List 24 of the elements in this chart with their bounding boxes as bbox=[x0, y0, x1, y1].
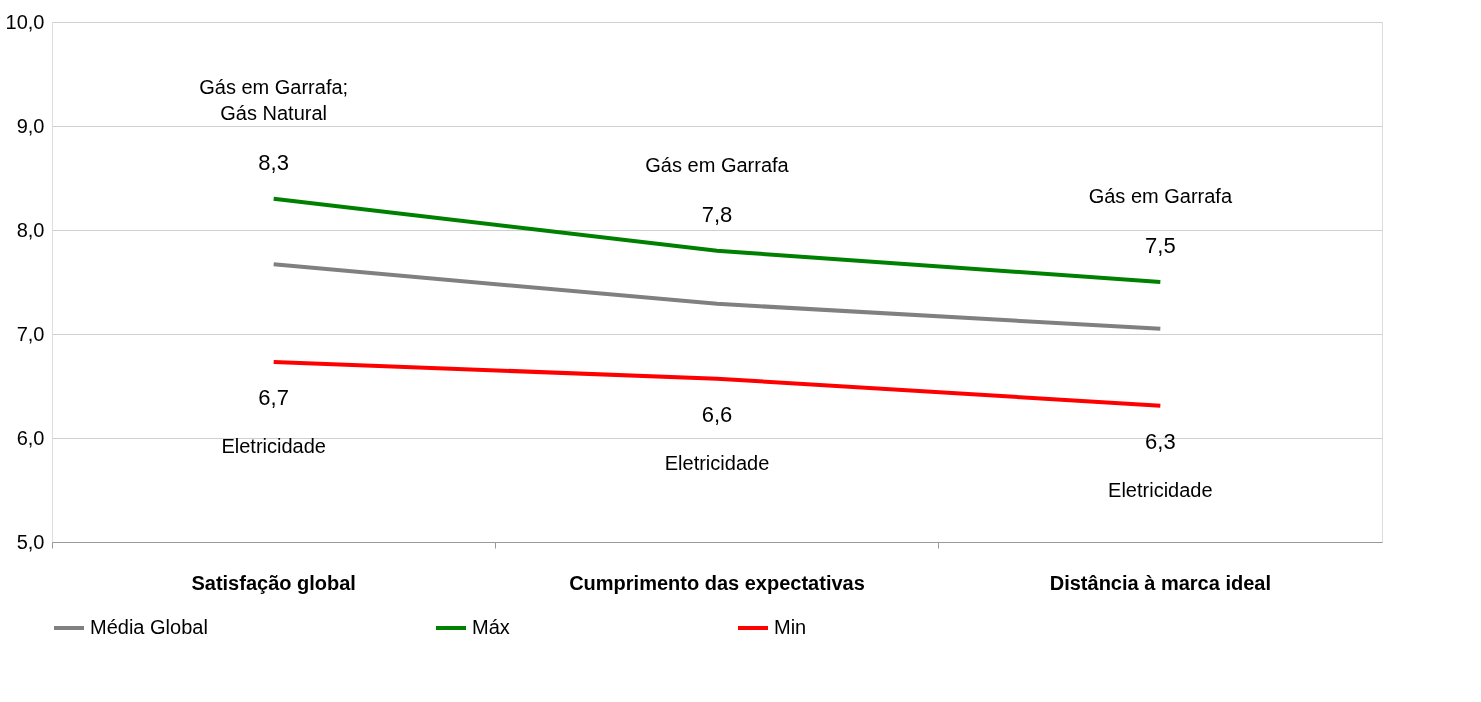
x-tick-label: Cumprimento das expectativas bbox=[569, 571, 865, 594]
data-label: 6,3 bbox=[1145, 428, 1176, 454]
y-tick-label: 5,0 bbox=[16, 530, 45, 553]
x-tick-label: Satisfação global bbox=[191, 571, 356, 594]
data-label: 7,8 bbox=[701, 201, 733, 227]
legend-label: Média Global bbox=[90, 616, 208, 638]
data-label: 6,7 bbox=[258, 385, 289, 411]
y-tick-label: 10,0 bbox=[5, 10, 45, 33]
y-tick-label: 6,0 bbox=[16, 426, 45, 449]
y-tick-label: 8,0 bbox=[16, 218, 45, 241]
annotation: Eletricidade bbox=[1108, 478, 1213, 501]
y-tick-label: 7,0 bbox=[16, 322, 45, 345]
annotation: Gás em Garrafa bbox=[1088, 185, 1233, 207]
legend-label: Min bbox=[774, 616, 807, 638]
data-label: 8,3 bbox=[258, 149, 289, 175]
annotation: Eletricidade bbox=[664, 451, 770, 474]
annotation: Gás em Garrafa bbox=[645, 153, 790, 176]
y-tick-label: 9,0 bbox=[16, 114, 45, 137]
data-label: 6,6 bbox=[701, 401, 733, 427]
data-label: 7,5 bbox=[1145, 233, 1176, 258]
annotation: Eletricidade bbox=[221, 435, 326, 458]
legend-label: Máx bbox=[472, 616, 510, 638]
x-tick-label: Distância à marca ideal bbox=[1049, 571, 1271, 594]
annotation: Gás em Garrafa; Gás Natural bbox=[199, 75, 349, 124]
